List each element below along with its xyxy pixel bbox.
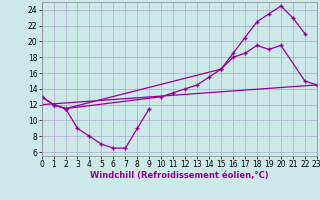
X-axis label: Windchill (Refroidissement éolien,°C): Windchill (Refroidissement éolien,°C) <box>90 171 268 180</box>
